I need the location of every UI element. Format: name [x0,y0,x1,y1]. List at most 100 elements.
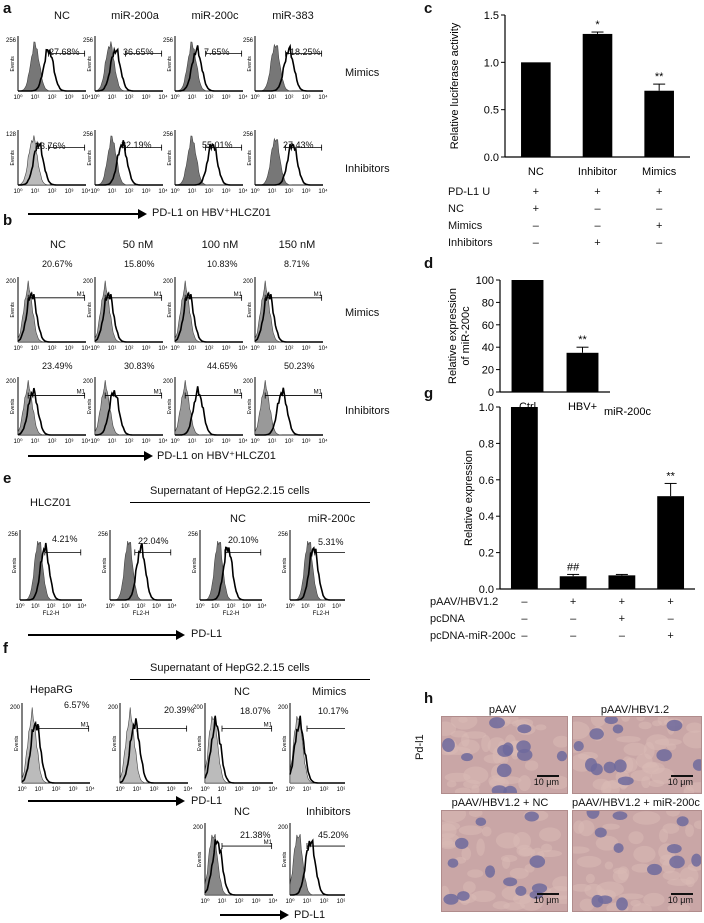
histo-y-label: Events [10,150,16,166]
histo-x-tick: 10¹ [218,899,227,905]
histo-x-tick: 10⁰ [170,438,180,445]
sample-histogram [94,291,163,343]
b-inhib-pct-4: 50.23% [284,361,315,371]
tissue-patch [467,869,484,878]
b-col-100: 100 nM [201,239,239,251]
sample-histogram [119,718,188,784]
nucleus [485,865,496,878]
tissue-patch [538,827,562,842]
a-inhib-pct-3: 55.01% [202,140,233,150]
histo-x-tick: 10⁰ [17,786,27,793]
histo-x-tick: 10³ [302,346,311,352]
sample-histogram [18,48,86,92]
y-tick-label: 0.6 [479,475,494,487]
f-pct-5: 21.38% [240,830,271,840]
tissue-patch [576,855,602,868]
e-sub-mir200c: miR-200c [308,513,356,525]
histo-x-tick: 10¹ [31,604,40,610]
histo-x-label: FL2-H [133,611,150,617]
significance-label: ## [567,561,580,573]
c-table-row-label: Mimics [448,220,483,232]
c-table-cell: + [655,220,663,232]
tissue-patch [630,899,641,907]
f-arrow-line-1 [28,800,178,802]
scale-bar [671,775,693,777]
tissue-patch [460,733,470,747]
x-tick-label: HBV+ [568,401,597,412]
nucleus [666,844,682,854]
sample-histogram [174,291,243,343]
h-title-4: pAAV/HBV1.2 + miR-200c [572,797,700,809]
histo-x-tick: 10⁴ [238,94,248,101]
c-table-cell: – [532,220,539,232]
histo-x-tick: 10³ [65,346,74,352]
gate-name: M1 [81,723,90,729]
histo-x-tick: 10³ [242,604,251,610]
f-group-line [130,679,370,680]
histo-x-tick: 10⁴ [268,898,278,905]
nucleus [666,719,683,732]
e-arrow-label: PD-L1 [191,628,223,640]
chart-title: miR-200c [604,406,652,418]
histo-x-tick: 10⁴ [268,786,278,793]
histo-y-label: Events [197,851,203,867]
tissue-patch [579,898,595,911]
a-mimics-pct-4: 18.25% [290,47,321,57]
nucleus [573,740,584,752]
histo-x-tick: 10⁴ [158,94,168,101]
histo-x-tick: 10² [285,189,294,195]
gate-name: M1 [154,292,163,298]
x-tick-label: Ctrl [519,401,536,412]
histo-x-tick: 10⁴ [318,94,328,101]
histo-x-tick: 10³ [222,189,231,195]
tissue-patch [444,772,471,782]
histo-x-tick: 10⁴ [81,94,91,101]
histo-x-tick: 10¹ [268,189,277,195]
tissue-patch [595,835,619,851]
histo-y-max: 256 [83,132,94,138]
histo-x-tick: 10³ [167,787,176,793]
histo-x-tick: 10¹ [303,787,312,793]
nucleus [524,811,539,822]
nucleus [503,877,518,887]
f-pct-6: 45.20% [318,830,349,840]
f-arrow-head-1 [176,796,185,806]
histo-x-tick: 10¹ [31,439,40,445]
histo-x-tick: 10² [52,787,61,793]
b-mimics-pct-1: 20.67% [42,259,73,269]
y-tick-label: 0.2 [479,548,494,560]
histo-y-label: Events [87,56,93,72]
histo-x-tick: 10⁰ [13,94,23,101]
tissue-patch [623,742,647,756]
panel-a-histograms: 256 Events 10⁰ 10¹ 10² 10³ 10⁴ 256 Events 10⁰ 10¹ 1… [6,36,328,195]
histo-x-tick: 10³ [252,899,261,905]
c-table-cell: + [532,203,540,215]
panel-label-f: f [3,640,8,657]
a-arrow-label: PD-L1 on HBV⁺HLCZ01 [152,207,271,219]
histo-y-label: Events [247,56,253,72]
f-pct-4: 10.17% [318,706,349,716]
ihc-nuclei [442,811,567,911]
histo-x-tick: 10² [137,604,146,610]
panel-label-a: a [3,0,12,17]
histo-x-tick: 10¹ [268,439,277,445]
panel-label-g: g [424,385,434,402]
histo-x-tick: 10⁰ [170,94,180,101]
tissue-patch [501,856,511,869]
histo-x-tick: 10³ [65,189,74,195]
tissue-patch [524,760,539,771]
bar [559,576,587,589]
b-mimics-pct-3: 10.83% [207,259,238,269]
tissue-patch [503,902,526,911]
histo-y-label: Events [167,398,173,414]
tissue-patch [628,831,644,845]
histo-y-label: Events [10,398,16,414]
y-tick-label: 0.0 [479,584,494,595]
scale-bar [537,893,559,895]
tissue-patch [518,775,531,792]
nucleus [616,897,628,911]
histo-x-tick: 10¹ [35,787,44,793]
y-tick-label: 0.8 [479,438,494,450]
histo-x-tick: 10⁰ [13,188,23,195]
histo-x-tick: 10¹ [188,189,197,195]
